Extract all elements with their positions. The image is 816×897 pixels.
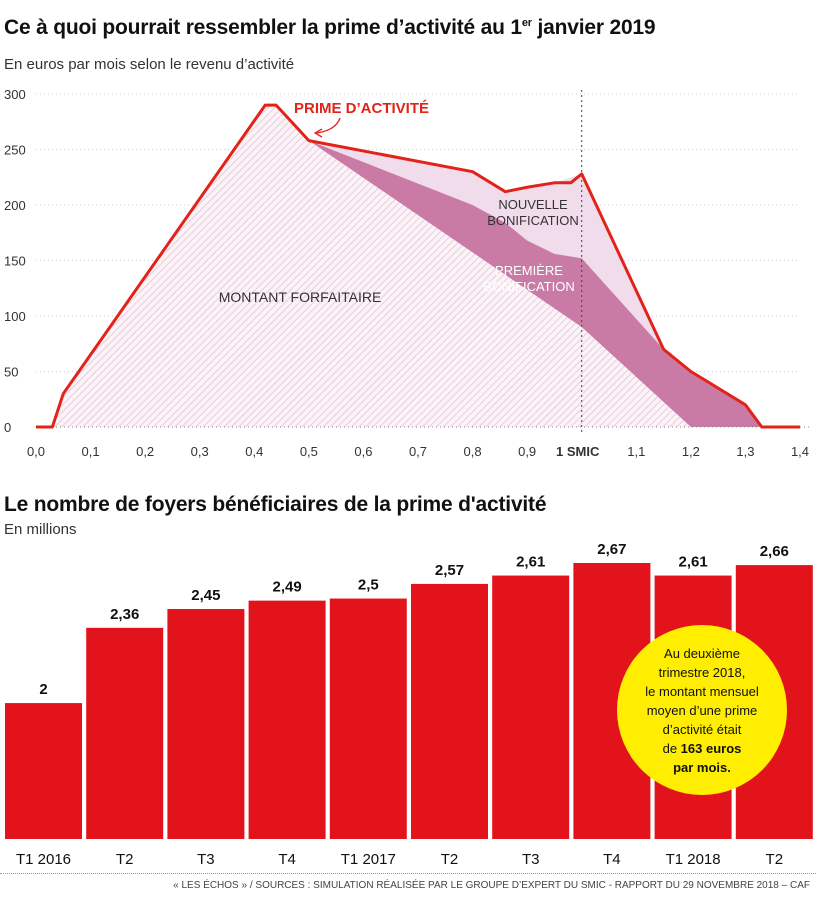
callout-line: trimestre 2018,	[658, 664, 746, 680]
callout-line: par mois.	[673, 759, 731, 775]
y-tick-label: 100	[4, 309, 26, 324]
bar-value-label: 2	[39, 681, 47, 698]
montant-forfaitaire-label: MONTANT FORFAITAIRE	[219, 289, 382, 305]
bar-value-label: 2,49	[272, 579, 301, 596]
bar	[86, 627, 164, 839]
bar-value-label: 2,5	[358, 577, 379, 594]
premiere-bonification-area	[308, 140, 762, 427]
x-tick-label: 1,1	[627, 444, 645, 459]
y-tick-label: 200	[4, 198, 26, 213]
bar-category-label: T1 2016	[16, 851, 71, 868]
bar-chart-title: Le nombre de foyers bénéficiaires de la …	[4, 493, 547, 516]
bar	[492, 575, 570, 839]
bar-category-label: T3	[197, 851, 215, 868]
x-tick-label: 1,4	[791, 444, 809, 459]
x-tick-label: 0,1	[82, 444, 100, 459]
bar-category-label: T2	[116, 851, 134, 868]
bar-category-label: T1 2018	[666, 851, 721, 868]
bar-value-label: 2,61	[678, 554, 707, 571]
bar-value-label: 2,61	[516, 554, 545, 571]
bar	[411, 583, 488, 839]
bar-chart-subtitle: En millions	[4, 521, 77, 538]
callout-line: moyen d’une prime	[646, 702, 758, 718]
info-callout: Au deuxième trimestre 2018, le montant m…	[617, 625, 787, 795]
montant-forfaitaire-area	[36, 105, 800, 427]
bar-value-label: 2,45	[191, 587, 220, 604]
bar	[5, 703, 82, 839]
smic-tick-label: 1 SMIC	[556, 444, 600, 459]
prime-activite-arrow	[316, 117, 341, 134]
prime-activite-arrowhead	[313, 128, 323, 138]
footer-divider	[0, 873, 816, 874]
area-chart-subtitle: En euros par mois selon le revenu d’acti…	[4, 56, 295, 73]
bar	[329, 598, 407, 839]
premiere-bonification-label: PREMIÈRE	[495, 263, 563, 278]
bar	[248, 600, 326, 839]
y-tick-label: 50	[4, 365, 18, 380]
prime-activite-label: PRIME D’ACTIVITÉ	[294, 100, 429, 117]
nouvelle-bonification-label: BONIFICATION	[487, 213, 578, 228]
x-tick-label: 0,6	[354, 444, 372, 459]
x-tick-label: 1,3	[736, 444, 754, 459]
premiere-bonification-label: BONIFICATION	[483, 279, 574, 294]
callout-line: d’activité était	[662, 721, 742, 737]
source-footer: « LES ÉCHOS » / SOURCES : SIMULATION RÉA…	[173, 880, 810, 891]
bar-category-label: T2	[441, 851, 459, 868]
y-tick-label: 150	[4, 254, 26, 269]
bar-value-label: 2,66	[760, 543, 789, 560]
bar	[167, 609, 245, 839]
callout-line: Au deuxième	[664, 645, 740, 661]
nouvelle-bonification-label: NOUVELLE	[498, 197, 568, 212]
bar-category-label: T4	[278, 851, 296, 868]
x-tick-label: 0,5	[300, 444, 318, 459]
prime-activite-line	[36, 103, 800, 429]
y-tick-label: 250	[4, 143, 26, 158]
bar-value-label: 2,67	[597, 541, 626, 558]
x-tick-label: 0,4	[245, 444, 263, 459]
callout-line: le montant mensuel	[645, 683, 759, 699]
y-tick-label: 0	[4, 420, 11, 435]
bar-category-label: T4	[603, 851, 621, 868]
bar-value-label: 2,57	[435, 562, 464, 579]
x-tick-label: 1,2	[682, 444, 700, 459]
nouvelle-bonification-area	[308, 140, 762, 427]
callout-line: de 163 euros	[662, 740, 742, 756]
x-tick-label: 0,7	[409, 444, 427, 459]
bar-category-label: T3	[522, 851, 540, 868]
x-tick-label: 0,0	[27, 444, 45, 459]
bar-value-label: 2,36	[110, 606, 139, 623]
x-tick-label: 0,3	[191, 444, 209, 459]
x-tick-label: 0,9	[518, 444, 536, 459]
bar-category-label: T1 2017	[341, 851, 396, 868]
area-chart: 0 50 100 150 200 250 300 0,0 0,1 0,2 0,3 0,4 0,5 0,6 0…	[4, 87, 812, 459]
y-tick-label: 300	[4, 87, 26, 102]
x-tick-label: 0,8	[464, 444, 482, 459]
bar-category-label: T2	[766, 851, 784, 868]
area-chart-title: Ce à quoi pourrait ressembler la prime d…	[4, 16, 656, 39]
x-tick-label: 0,2	[136, 444, 154, 459]
